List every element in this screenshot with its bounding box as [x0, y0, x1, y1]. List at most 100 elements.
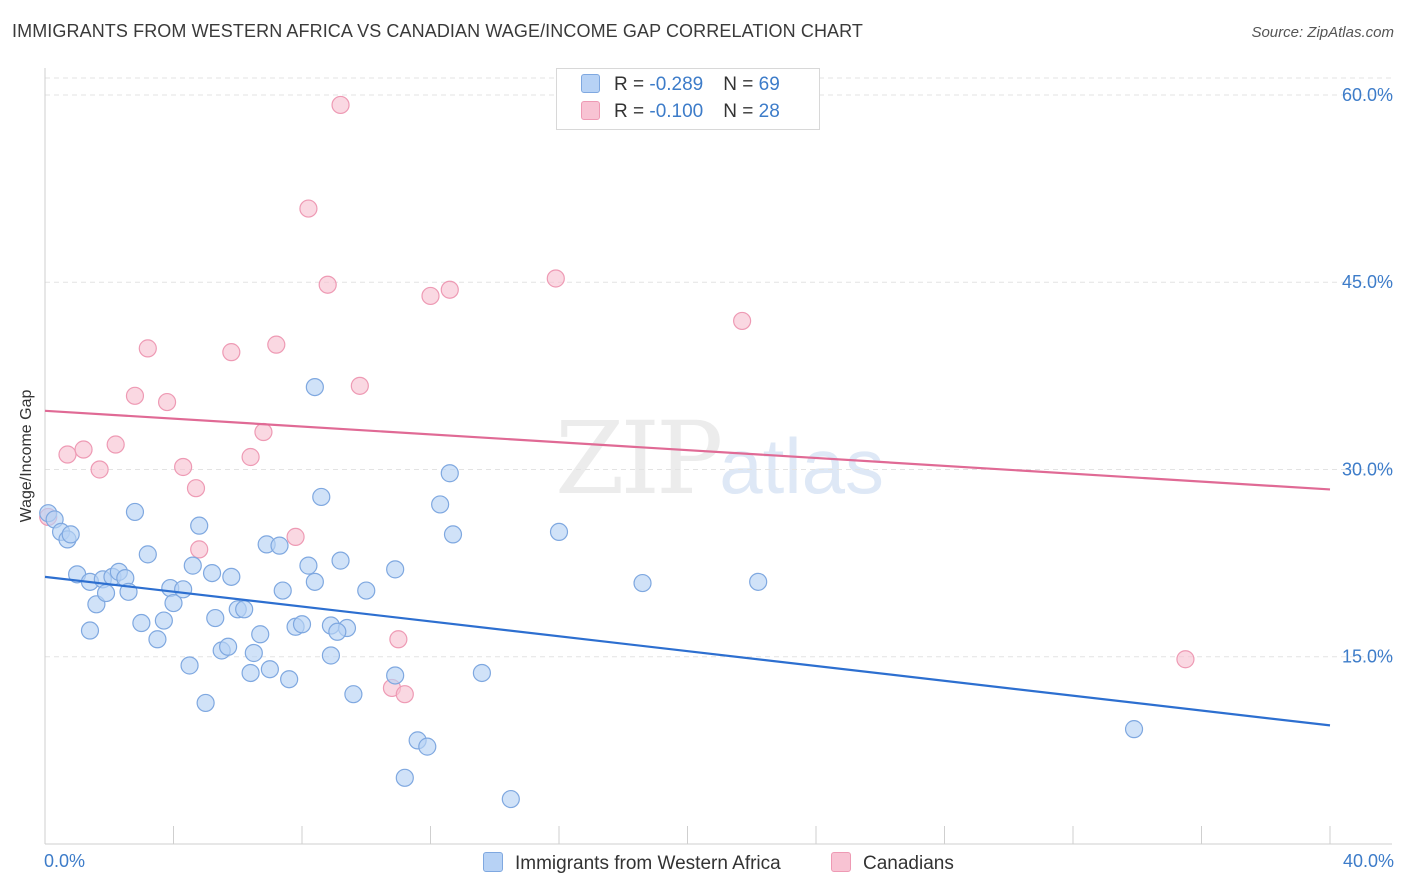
- bottom-legend-swatch-blue: [483, 852, 503, 872]
- point-western-africa: [154, 611, 173, 630]
- legend-n-label: N =: [723, 74, 759, 95]
- trend-line-canadians: [44, 409, 1331, 491]
- y-axis-label: Wage/Income Gap: [18, 389, 35, 523]
- point-western-africa: [174, 580, 193, 599]
- axes: [44, 68, 1392, 845]
- point-western-africa: [148, 630, 167, 649]
- point-western-africa: [235, 600, 254, 619]
- point-canadians: [546, 269, 565, 288]
- point-western-africa: [344, 685, 363, 704]
- point-canadians: [125, 386, 145, 405]
- point-western-africa: [219, 637, 238, 656]
- point-western-africa: [549, 522, 569, 542]
- watermark-zip: ZIP: [555, 400, 723, 517]
- point-canadians: [395, 685, 414, 704]
- legend-row-canadians: R = -0.100 N = 28: [581, 101, 780, 125]
- point-western-africa: [251, 625, 270, 644]
- point-western-africa: [749, 572, 768, 591]
- point-western-africa: [472, 663, 491, 683]
- point-western-africa: [190, 516, 209, 535]
- bottom-legend-label-western-africa: Immigrants from Western Africa: [515, 853, 781, 874]
- point-western-africa: [299, 556, 318, 575]
- point-canadians: [138, 339, 157, 358]
- point-western-africa: [1124, 720, 1144, 739]
- y-tick-label: 60.0%: [1342, 85, 1393, 105]
- point-canadians: [241, 447, 260, 467]
- y-tick-label: 15.0%: [1342, 647, 1393, 667]
- point-western-africa: [305, 377, 324, 397]
- point-western-africa: [183, 556, 202, 575]
- point-canadians: [106, 435, 125, 454]
- point-canadians: [440, 280, 459, 299]
- x-tick-label-max: 40.0%: [1342, 851, 1394, 871]
- legend-r-label: R =: [614, 74, 650, 95]
- point-western-africa: [321, 646, 341, 665]
- chart-title: IMMIGRANTS FROM WESTERN AFRICA VS CANADI…: [12, 21, 864, 41]
- legend-n-value: 69: [758, 74, 780, 95]
- point-canadians: [1176, 650, 1195, 669]
- point-canadians: [733, 311, 752, 331]
- legend-swatch-pink: [581, 101, 600, 120]
- grid-lines: [45, 77, 1392, 658]
- point-western-africa: [386, 560, 405, 579]
- point-western-africa: [206, 608, 225, 628]
- point-western-africa: [386, 666, 405, 685]
- point-canadians: [190, 540, 209, 559]
- watermark-atlas: atlas: [719, 422, 885, 510]
- trend-lines: [44, 409, 1331, 727]
- point-western-africa: [61, 525, 80, 544]
- point-western-africa: [357, 581, 376, 600]
- point-western-africa: [312, 487, 331, 507]
- point-western-africa: [196, 693, 215, 713]
- point-western-africa: [260, 660, 279, 679]
- point-canadians: [222, 343, 241, 362]
- point-western-africa: [633, 573, 652, 593]
- point-canadians: [74, 440, 93, 459]
- point-canadians: [389, 630, 408, 649]
- point-western-africa: [138, 545, 157, 564]
- point-western-africa: [125, 502, 145, 522]
- y-tick-label: 45.0%: [1342, 272, 1393, 292]
- point-western-africa: [180, 656, 199, 675]
- point-canadians: [157, 392, 177, 412]
- point-western-africa: [270, 536, 289, 555]
- bottom-legend-label-canadians: Canadians: [863, 853, 954, 874]
- legend-n-value: 28: [758, 101, 780, 122]
- point-canadians: [350, 376, 369, 395]
- point-western-africa: [273, 581, 292, 600]
- legend-r-value: -0.289: [649, 74, 704, 95]
- point-canadians: [174, 457, 193, 477]
- legend-n-label: N =: [723, 101, 759, 122]
- point-western-africa: [418, 737, 437, 756]
- point-western-africa: [395, 768, 414, 787]
- point-western-africa: [80, 621, 100, 640]
- point-western-africa: [331, 551, 350, 570]
- data-points: [39, 95, 1195, 809]
- point-western-africa: [202, 563, 222, 583]
- point-canadians: [318, 275, 337, 294]
- point-canadians: [90, 460, 109, 479]
- point-canadians: [286, 527, 305, 546]
- point-western-africa: [164, 593, 183, 613]
- point-western-africa: [328, 622, 347, 641]
- legend-r-value: -0.100: [649, 101, 704, 122]
- chart-source: Source: ZipAtlas.com: [1251, 24, 1394, 41]
- point-western-africa: [244, 643, 263, 663]
- point-canadians: [186, 479, 206, 498]
- point-canadians: [421, 286, 440, 306]
- point-canadians: [299, 199, 318, 218]
- point-canadians: [331, 95, 350, 115]
- point-canadians: [58, 445, 77, 464]
- y-tick-labels: 15.0% 30.0% 45.0% 60.0%: [1342, 85, 1393, 667]
- point-western-africa: [443, 525, 463, 544]
- y-tick-label: 30.0%: [1342, 459, 1393, 479]
- point-canadians: [254, 422, 273, 442]
- point-western-africa: [241, 663, 260, 683]
- watermark: ZIPatlas: [555, 400, 884, 517]
- trend-line-western-africa: [44, 575, 1331, 727]
- correlation-legend: R = -0.289 N = 69 R = -0.100 N = 28: [556, 68, 820, 130]
- point-western-africa: [431, 495, 450, 514]
- x-tick-label-min: 0.0%: [44, 851, 86, 871]
- point-western-africa: [501, 789, 520, 809]
